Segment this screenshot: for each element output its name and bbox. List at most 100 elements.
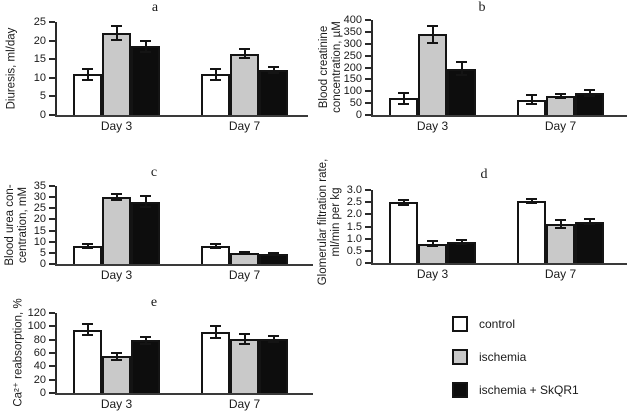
- panel-a-ytick-label: 10: [33, 71, 46, 84]
- error-bar: [115, 353, 118, 360]
- error-bar-cap: [140, 342, 151, 345]
- error-bar-cap: [239, 252, 250, 255]
- error-bar-cap: [584, 218, 595, 221]
- error-bar: [530, 94, 533, 105]
- panel-e-ytick: [49, 312, 55, 314]
- bar-ischemia-skqr1-day3: [131, 201, 160, 264]
- panel-c-ytick: [49, 218, 55, 221]
- error-bar-cap: [210, 336, 221, 339]
- panel-c-ytick-label: 15: [33, 224, 46, 237]
- panel-d-title: d: [480, 167, 488, 182]
- panel-e-ytick-label: 60: [33, 347, 46, 359]
- panel-a-title: a: [151, 0, 159, 15]
- error-bar-cap: [111, 192, 122, 195]
- panel-b-title: b: [478, 0, 486, 15]
- panel-a-ytick: [49, 95, 55, 98]
- legend-item-ischemia-skqr1: ischemia + SkQR1: [452, 382, 579, 398]
- error-bar: [115, 193, 118, 201]
- bar-ischemia-skqr1-day7: [575, 221, 604, 263]
- panel-e-plot: 0 20 40 60 80 100 120 Day 3 Day 7: [28, 307, 313, 411]
- error-bar-cap: [239, 47, 250, 50]
- error-bar-cap: [239, 57, 250, 60]
- error-bar: [588, 219, 591, 225]
- bar-ischemia-day7: [546, 224, 575, 263]
- legend-swatch-ischemia: [452, 349, 468, 365]
- error-bar-cap: [82, 323, 93, 326]
- panel-d-ytick-label: 1.5: [346, 220, 362, 233]
- panel-e-ytick-label: 20: [33, 373, 46, 386]
- error-bar-cap: [268, 251, 279, 254]
- panel-c-xlabel-day3: Day 3: [100, 268, 133, 282]
- error-bar: [460, 62, 463, 76]
- panel-a-x-axis: [55, 115, 308, 117]
- bar-ischemia-day7: [230, 53, 259, 115]
- panel-a-xlabel-day7: Day 7: [228, 119, 261, 133]
- error-bar-cap: [398, 198, 409, 201]
- error-bar: [530, 198, 533, 204]
- panel-c-ytick: [49, 185, 55, 187]
- error-bar-cap: [427, 24, 438, 27]
- panel-b-ytick: [365, 42, 371, 45]
- bar-control-day7: [517, 200, 546, 263]
- legend-item-control: control: [452, 316, 579, 332]
- error-bar-cap: [140, 50, 151, 53]
- bar-ischemia-day3: [102, 197, 131, 264]
- error-bar-cap: [526, 197, 537, 200]
- panel-c-ytick: [49, 240, 55, 243]
- panel-b-ytick-label: 200: [343, 61, 362, 74]
- panel-e-ytick: [49, 352, 55, 354]
- error-bar-cap: [140, 336, 151, 338]
- panel-c-ytick: [49, 207, 55, 210]
- panel-a-plot: 0 5 10 15 20 25 Day 3 Day 7: [34, 16, 308, 133]
- panel-d-x-axis: [371, 263, 627, 265]
- panel-c-ytick-label: 30: [33, 191, 46, 204]
- panel-c-ytick: [49, 229, 55, 232]
- error-bar: [272, 335, 275, 343]
- error-bar-cap: [456, 61, 467, 64]
- error-bar-cap: [239, 250, 250, 253]
- error-bar-cap: [111, 199, 122, 202]
- bar-control-day3: [73, 329, 102, 393]
- panel-c-plot: 0 5 10 15 20 25 30 35 Day 3 Day 7: [34, 180, 313, 282]
- panel-b-ytick-label: 350: [343, 25, 362, 38]
- panel-d-ytick-label: 0: [355, 257, 362, 269]
- error-bar-cap: [111, 352, 122, 354]
- panel-a-ytick: [49, 76, 55, 79]
- error-bar-cap: [526, 103, 537, 106]
- legend: control ischemia ischemia + SkQR1: [452, 316, 579, 411]
- error-bar-cap: [427, 240, 438, 243]
- panel-c-x-axis: [55, 264, 313, 266]
- panel-b-xlabel-day3: Day 3: [416, 119, 449, 133]
- error-bar-cap: [210, 324, 221, 327]
- panel-d-ytick-label: 3.0: [346, 184, 362, 196]
- panel-e-title: e: [150, 295, 158, 310]
- panel-b-ytick: [365, 30, 371, 33]
- panel-b-ytick: [365, 114, 371, 116]
- panel-c-ytick: [49, 196, 55, 199]
- panel-e-ytick-label: 40: [33, 360, 46, 373]
- error-bar-cap: [82, 247, 93, 250]
- error-bar: [214, 243, 217, 249]
- panel-d-ytick: [365, 249, 371, 252]
- legend-label-ischemia: ischemia: [479, 350, 527, 364]
- panel-b-ytick-label: 400: [343, 14, 362, 26]
- error-bar: [588, 90, 591, 96]
- error-bar-cap: [210, 242, 221, 245]
- error-bar-cap: [82, 242, 93, 245]
- panel-d-ytick-label: 2.5: [346, 196, 362, 209]
- error-bar-cap: [111, 25, 122, 28]
- error-bar-cap: [111, 358, 122, 361]
- panel-d-ytick: [365, 213, 371, 216]
- panel-c-ytick-label: 10: [33, 235, 46, 248]
- error-bar-cap: [398, 92, 409, 95]
- legend-label-control: control: [479, 317, 516, 331]
- panel-c-xlabel-day7: Day 7: [228, 268, 261, 282]
- error-bar-cap: [268, 341, 279, 344]
- panel-e-ytick: [49, 365, 55, 368]
- error-bar-cap: [111, 38, 122, 41]
- error-bar: [559, 220, 562, 228]
- error-bar-cap: [398, 203, 409, 206]
- panel-b-ytick-label: 250: [343, 49, 362, 62]
- legend-swatch-control: [452, 316, 468, 332]
